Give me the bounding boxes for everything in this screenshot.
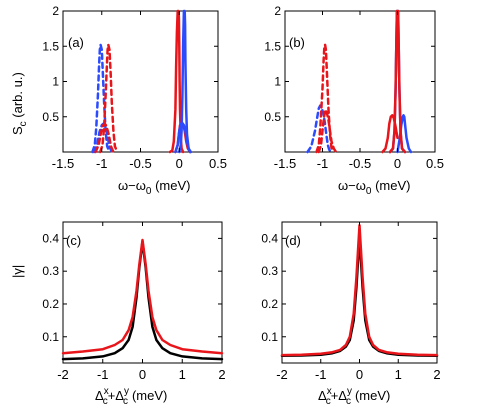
- panel-label-a: (a): [68, 35, 84, 50]
- y-axis-label-c: |γ|: [10, 265, 25, 278]
- y-tick-label: 0.1: [42, 330, 59, 344]
- panel-label-b: (b): [289, 35, 305, 50]
- y-tick-label: 1: [274, 75, 281, 89]
- x-tick-label: -0.5: [129, 156, 151, 171]
- x-tick-label: -1: [315, 367, 327, 382]
- y-tick-label: 0.2: [261, 297, 278, 311]
- panel-a: -1.5 -1 -0.5 0 0.5 0.5 1 1.5 2 (a) ω−ω0 (meV) Sc…: [10, 4, 227, 197]
- x-tick-label: 0.5: [426, 156, 444, 171]
- series-line-b-4: [381, 114, 399, 154]
- series-group-d: [280, 224, 439, 358]
- series-group-b: [306, 9, 413, 154]
- x-tick-label: -1.5: [52, 156, 74, 171]
- y-tick-label: 0.3: [261, 264, 278, 278]
- series-line-c-1: [61, 240, 224, 361]
- series-line-a-4: [174, 121, 192, 154]
- y-axis-label-a: Sc (arb. u.): [10, 72, 29, 135]
- y-tick-label: 1.5: [42, 39, 59, 53]
- x-tick-label: 1: [179, 367, 186, 382]
- x-tick-label: -1.5: [274, 156, 296, 171]
- x-tick-label: 0: [176, 156, 183, 171]
- series-group-c: [61, 238, 224, 361]
- x-tick-label: -2: [276, 367, 288, 382]
- y-tick-label: 0.4: [42, 231, 59, 245]
- x-tick-label: -2: [57, 367, 69, 382]
- plot-frame-a: [62, 10, 219, 153]
- ticks-group-c: -2 -1 0 1 2 0.1 0.2 0.3 0.4: [42, 222, 226, 382]
- panel-d: -2 -1 0 1 2 0.1 0.2 0.3 0.4 (d) Δx c+Δy c (meV): [261, 221, 441, 407]
- x-axis-label-c: Δx c+Δy c (meV): [95, 386, 167, 407]
- x-tick-label: -1: [317, 156, 329, 171]
- x-axis-label-a: ω−ω0 (meV): [118, 178, 190, 197]
- x-tick-label: -1: [96, 156, 108, 171]
- series-line-a-8: [94, 122, 115, 154]
- series-line-c-2: [61, 238, 224, 355]
- series-line-a-7: [98, 43, 119, 154]
- y-tick-label: 0.5: [264, 110, 281, 124]
- ticks-group-d: -2 -1 0 1 2 0.1 0.2 0.3 0.4: [261, 222, 441, 382]
- x-tick-label: 0: [139, 367, 146, 382]
- series-line-d-1: [280, 235, 439, 358]
- y-tick-label: 2: [274, 4, 281, 18]
- y-tick-label: 1: [52, 75, 59, 89]
- series-line-b-7: [317, 108, 338, 154]
- y-tick-label: 0.2: [42, 297, 59, 311]
- series-line-b-6: [315, 43, 336, 154]
- panel-label-c: (c): [66, 233, 81, 248]
- x-tick-label: 2: [433, 367, 440, 382]
- x-axis-label-b: ω−ω0 (meV): [338, 178, 410, 197]
- y-tick-label: 0.3: [42, 264, 59, 278]
- x-tick-label: -1: [97, 367, 109, 382]
- series-line-b-5: [306, 104, 333, 154]
- plot-frame-b: [284, 10, 436, 153]
- panel-b: -1.5 -1 -0.5 0 0.5 0.5 1 1.5 2 (b) ω−ω0 (meV): [264, 4, 444, 197]
- y-tick-label: 1.5: [264, 39, 281, 53]
- x-tick-label: 2: [218, 367, 225, 382]
- ticks-group-b: -1.5 -1 -0.5 0 0.5 0.5 1 1.5 2: [264, 4, 444, 171]
- y-tick-label: 0.1: [261, 330, 278, 344]
- x-tick-label: 0: [356, 367, 363, 382]
- panel-label-d: (d): [285, 233, 301, 248]
- x-tick-label: -0.5: [349, 156, 371, 171]
- y-tick-label: 0.5: [42, 110, 59, 124]
- ticks-group-a: -1.5 -1 -0.5 0 0.5 0.5 1 1.5 2: [42, 4, 227, 171]
- series-group-a: [91, 9, 193, 154]
- series-line-d-2: [280, 224, 439, 357]
- x-tick-label: 0.5: [209, 156, 227, 171]
- x-axis-label-d: Δx c+Δy c (meV): [318, 386, 390, 407]
- y-tick-label: 0.4: [261, 231, 278, 245]
- panel-c: -2 -1 0 1 2 0.1 0.2 0.3 0.4 (c) |γ| Δx c+Δy c (meV): [10, 221, 226, 407]
- x-tick-label: 0: [394, 156, 401, 171]
- x-tick-label: 1: [395, 367, 402, 382]
- y-tick-label: 2: [52, 4, 59, 18]
